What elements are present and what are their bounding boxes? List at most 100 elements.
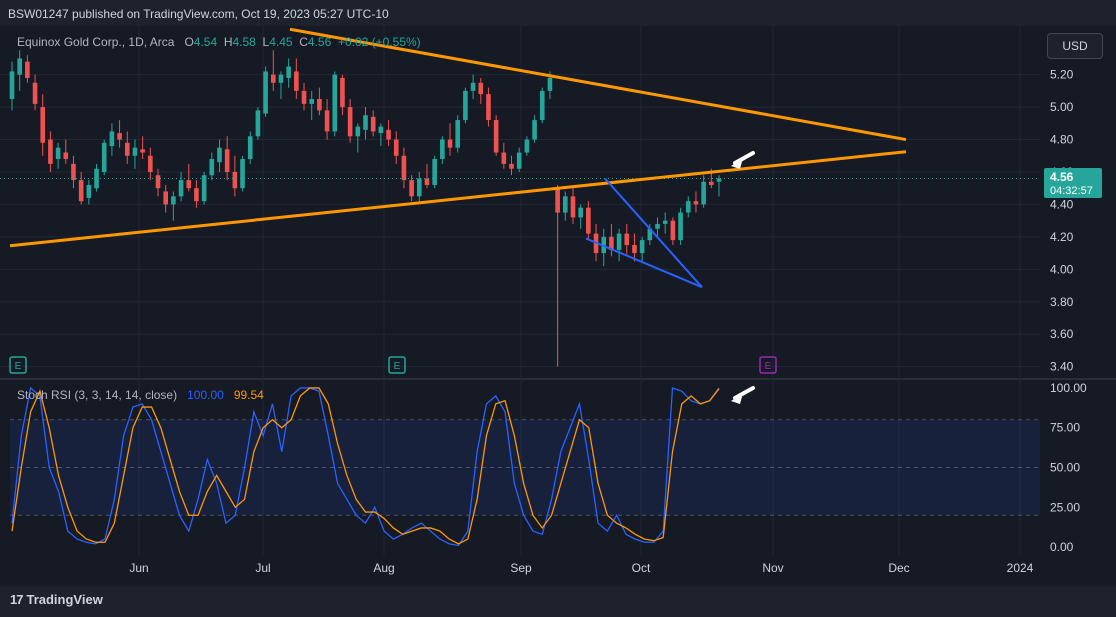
publish-info: BSW01247 published on TradingView.com, O… — [8, 7, 389, 21]
candle-body — [324, 110, 330, 132]
candle-body — [570, 196, 576, 218]
candle-body — [294, 71, 299, 91]
candle-body — [163, 191, 169, 205]
current-price-tag: 4.56 04:32:57 — [1044, 168, 1102, 198]
candle-body — [409, 180, 414, 197]
candle-body — [478, 82, 484, 95]
candle-body — [647, 228, 653, 241]
stoch-series-k — [11, 386, 720, 547]
candle-body — [286, 66, 291, 78]
lower-trendline — [9, 150, 907, 248]
candle-body — [616, 233, 622, 250]
stoch-label: Stoch RSI (3, 3, 14, 14, close) — [17, 388, 178, 402]
x-tick-label: Jun — [129, 561, 148, 575]
candle-body — [17, 58, 22, 75]
bar-countdown: 04:32:57 — [1050, 185, 1093, 197]
y-tick-label: 3.60 — [1050, 327, 1074, 341]
wedge-lower-line — [585, 237, 703, 289]
candle-body — [655, 223, 660, 229]
candle-body — [263, 71, 268, 114]
candle-body — [148, 155, 153, 172]
candle-body — [486, 94, 491, 121]
candle-body — [624, 233, 630, 245]
candle-body — [332, 74, 338, 132]
candle-body — [301, 90, 307, 104]
candle-body — [9, 71, 15, 99]
candle-body — [662, 220, 668, 224]
arrow-stoch-head — [731, 393, 743, 404]
earnings-marker-label: E — [15, 361, 22, 372]
open-value: 4.54 — [193, 35, 218, 49]
candle-body — [247, 136, 253, 160]
candle-body — [539, 90, 545, 121]
low-label: L — [262, 35, 270, 49]
candle-body — [140, 149, 145, 153]
candle-body — [455, 120, 461, 148]
candle-body — [693, 201, 699, 205]
candle-body — [201, 175, 207, 202]
candle-body — [432, 159, 437, 185]
upper-trendline — [289, 27, 907, 142]
candle-body — [516, 152, 522, 169]
candle-body — [317, 98, 322, 111]
y-tick-label: 5.20 — [1050, 68, 1074, 82]
candle-body — [609, 236, 614, 250]
candle-body — [532, 120, 537, 140]
candle-body — [124, 142, 130, 156]
x-tick-label: Sep — [510, 561, 532, 575]
x-tick-label: Dec — [888, 561, 909, 575]
y-tick-label: 5.00 — [1050, 100, 1074, 114]
candle-body — [309, 98, 315, 104]
candle-body — [355, 126, 361, 137]
candle-body — [501, 152, 507, 164]
candle-body — [186, 180, 192, 189]
stoch-y-tick-label: 50.00 — [1050, 461, 1080, 475]
candle-body — [240, 159, 245, 189]
candle-body — [78, 180, 84, 202]
arrow-price-shaft — [733, 151, 755, 165]
earnings-icon — [388, 356, 406, 374]
candle-body — [347, 107, 353, 137]
candle-body — [378, 126, 384, 134]
candle-body — [678, 212, 683, 241]
candle-body — [255, 110, 261, 137]
candle-body — [463, 90, 468, 121]
candle-body — [171, 196, 176, 205]
candle-body — [363, 115, 368, 130]
earnings-icon — [9, 356, 27, 374]
candle-body — [701, 181, 706, 205]
open-label: O — [184, 35, 194, 49]
tradingview-logo[interactable]: 17 TradingView — [10, 592, 103, 607]
high-value: 4.58 — [232, 35, 256, 49]
stoch-series-d — [11, 387, 720, 545]
wedge-upper-line — [604, 177, 703, 288]
stoch-y-tick-label: 0.00 — [1050, 540, 1074, 554]
candle-body — [232, 171, 238, 189]
low-value: 4.45 — [269, 35, 293, 49]
currency-button[interactable]: USD — [1047, 33, 1103, 59]
earnings-marker-label: E — [394, 361, 401, 372]
stoch-y-tick-label: 75.00 — [1050, 421, 1080, 435]
y-tick-label: 4.00 — [1050, 262, 1074, 276]
candle-body — [117, 133, 122, 140]
candle-body — [524, 139, 530, 153]
candle-body — [562, 196, 568, 213]
candle-body — [685, 201, 691, 213]
candle-body — [670, 220, 676, 241]
candle-body — [132, 147, 138, 156]
candle-body — [586, 207, 591, 234]
candle-body — [32, 82, 38, 104]
candle-body — [40, 107, 46, 143]
y-tick-label: 4.40 — [1050, 197, 1074, 211]
candle-body — [178, 180, 184, 197]
stoch-k-value: 100.00 — [187, 388, 224, 402]
y-tick-label: 3.40 — [1050, 360, 1074, 374]
candle-body — [224, 149, 230, 172]
candle-body — [509, 163, 514, 169]
candle-body — [709, 181, 714, 185]
stoch-y-tick-label: 25.00 — [1050, 500, 1080, 514]
brand-name: TradingView — [26, 592, 103, 607]
change-value: +0.02 (+0.55%) — [337, 35, 421, 49]
earnings-icon — [759, 356, 777, 374]
